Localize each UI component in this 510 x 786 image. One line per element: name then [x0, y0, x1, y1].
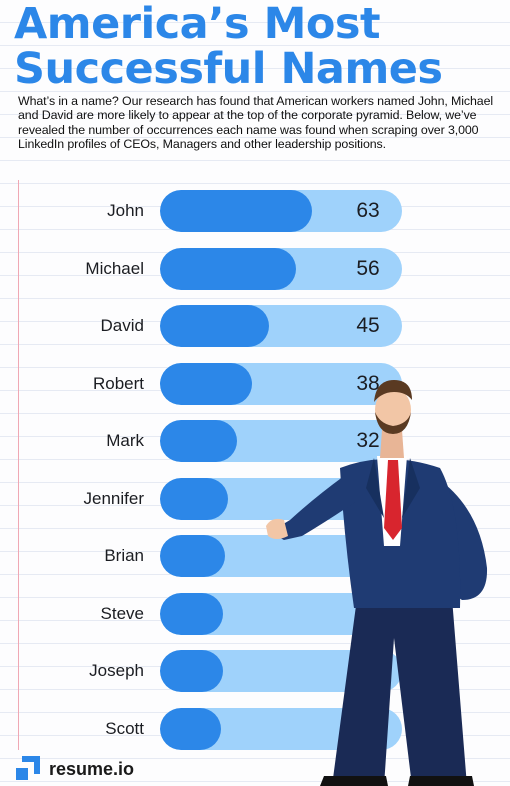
bar-label: Robert — [92, 373, 144, 393]
bar-label: Steve — [100, 603, 144, 623]
bar-fill — [160, 650, 223, 692]
bar-label: Jennifer — [83, 488, 144, 508]
notebook-margin-line — [18, 180, 19, 750]
bar-label: John — [107, 201, 144, 220]
bar-label: Michael — [85, 258, 144, 278]
bar-value: 56 — [356, 256, 380, 280]
bar-label: Mark — [106, 431, 144, 450]
title-line-1: America’s Most — [14, 0, 381, 49]
bar-label: Brian — [104, 546, 144, 565]
bar-fill — [160, 190, 312, 232]
bar-label: Joseph — [89, 661, 144, 680]
bar-value: 38 — [356, 371, 380, 395]
bar-fill — [160, 247, 296, 290]
bar-track — [160, 190, 402, 232]
bar-fill — [160, 592, 223, 635]
bar-track — [160, 362, 402, 405]
bar-fill — [160, 362, 252, 405]
intro-paragraph: What’s in a name? Our research has found… — [18, 94, 494, 151]
bar-row: Mark 32 — [0, 420, 510, 462]
bar-fill — [160, 535, 225, 577]
bar-track — [160, 420, 402, 462]
bar-label: Scott — [105, 718, 144, 738]
bar-track — [160, 247, 402, 290]
title-line-2: Successful Names — [14, 44, 443, 94]
bar-fill — [160, 305, 269, 347]
page-title: America’s Most Successful Names — [14, 2, 504, 92]
bar-row: Michael 56 — [0, 247, 510, 290]
bar-value: 32 — [356, 429, 380, 452]
bar-label: David — [100, 316, 144, 335]
bar-fill — [160, 477, 228, 520]
businessman-icon — [266, 380, 488, 786]
bar-fill — [160, 707, 221, 750]
bar-row: Robert 38 — [0, 362, 510, 405]
bar-track — [160, 305, 402, 347]
resume-io-logo-icon — [16, 756, 40, 780]
bar-row: John 63 — [0, 190, 510, 232]
bar-value: 63 — [356, 199, 380, 222]
bar-fill — [160, 420, 237, 462]
brand-name: resume.io — [49, 759, 135, 779]
bar-row: David 45 — [0, 305, 510, 347]
bar-value: 45 — [356, 314, 380, 337]
